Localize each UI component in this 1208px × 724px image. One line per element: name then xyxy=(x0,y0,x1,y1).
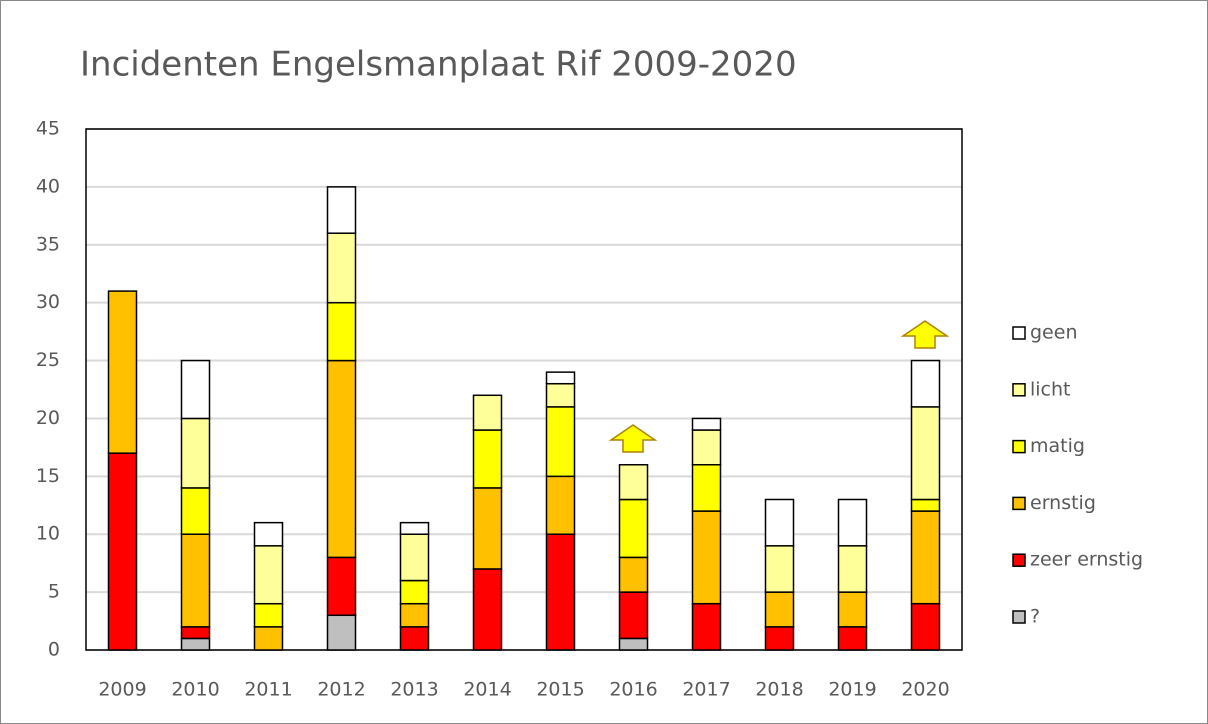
bar-segment xyxy=(545,371,576,385)
bar-segment xyxy=(837,545,868,593)
bar-segment xyxy=(399,602,430,628)
bar-segment xyxy=(399,626,430,651)
bar-segment xyxy=(326,359,357,559)
bar-segment xyxy=(764,591,795,628)
bar-segment xyxy=(253,602,284,628)
bar-segment xyxy=(180,417,211,489)
bar-segment xyxy=(618,556,649,593)
y-tick-label: 5 xyxy=(48,581,60,603)
bar-segment xyxy=(253,521,284,547)
bar-segment xyxy=(180,487,211,535)
bar-segment xyxy=(691,602,722,651)
bar-segment xyxy=(472,487,503,570)
bar-segment xyxy=(545,533,576,651)
bar-segment xyxy=(764,545,795,593)
bar-segment xyxy=(837,591,868,628)
bar-segment xyxy=(472,429,503,489)
bar-segment xyxy=(910,498,941,512)
legend-swatch xyxy=(1012,383,1026,397)
bar-segment xyxy=(545,406,576,478)
x-tick-label: 2020 xyxy=(901,679,949,701)
legend-swatch xyxy=(1012,553,1026,567)
bar-segment xyxy=(764,626,795,651)
bar-segment xyxy=(618,498,649,559)
y-tick-label: 35 xyxy=(36,233,60,255)
bar-segment xyxy=(399,533,430,582)
bar-segment xyxy=(910,406,941,501)
bar-segment xyxy=(545,382,576,408)
bar-segment xyxy=(472,568,503,651)
arrow xyxy=(900,320,950,349)
bar-segment xyxy=(399,579,430,605)
y-tick-label: 40 xyxy=(36,175,60,197)
bar-segment xyxy=(107,452,138,651)
y-tick-label: 30 xyxy=(36,291,60,313)
bar-segment xyxy=(326,614,357,651)
y-tick-label: 20 xyxy=(36,407,60,429)
x-tick-label: 2013 xyxy=(390,679,438,701)
y-tick-label: 10 xyxy=(36,523,60,545)
bar-segment xyxy=(180,626,211,640)
bar-segment xyxy=(764,498,795,547)
x-tick-label: 2019 xyxy=(828,679,876,701)
x-tick-label: 2017 xyxy=(682,679,730,701)
legend-label: geen xyxy=(1030,322,1077,344)
y-tick-label: 0 xyxy=(48,639,60,661)
legend-label: ? xyxy=(1030,606,1040,628)
y-tick-label: 45 xyxy=(36,118,60,140)
bar-segment xyxy=(180,533,211,628)
bar-segment xyxy=(253,545,284,605)
y-tick-label: 25 xyxy=(36,349,60,371)
x-tick-label: 2009 xyxy=(98,679,146,701)
bar-segment xyxy=(691,429,722,466)
legend-label: ernstig xyxy=(1030,492,1096,514)
bar-segment xyxy=(691,417,722,431)
bar-segment xyxy=(107,290,138,454)
x-tick-label: 2010 xyxy=(171,679,219,701)
legend-label: licht xyxy=(1030,378,1071,400)
bar-segment xyxy=(691,510,722,605)
bar-segment xyxy=(326,556,357,617)
arrow xyxy=(608,424,658,453)
legend-swatch xyxy=(1012,496,1026,511)
y-tick-label: 15 xyxy=(36,465,60,487)
bar-segment xyxy=(253,626,284,651)
bar-segment xyxy=(910,359,941,408)
plot-border xyxy=(85,128,963,651)
bar-segment xyxy=(618,637,649,651)
x-tick-label: 2012 xyxy=(317,679,365,701)
bar-segment xyxy=(326,232,357,304)
bar-segment xyxy=(837,498,868,547)
x-tick-label: 2011 xyxy=(244,679,292,701)
chart-title: Incidenten Engelsmanplaat Rif 2009-2020 xyxy=(80,45,797,85)
bar-segment xyxy=(837,626,868,651)
bar-segment xyxy=(399,521,430,535)
bar-segment xyxy=(691,464,722,512)
legend-label: matig xyxy=(1030,435,1085,457)
x-tick-label: 2018 xyxy=(755,679,803,701)
bar-segment xyxy=(618,464,649,501)
bar-segment xyxy=(545,475,576,535)
bar-segment xyxy=(326,186,357,234)
x-tick-label: 2016 xyxy=(609,679,657,701)
x-tick-label: 2014 xyxy=(463,679,511,701)
bar-segment xyxy=(910,602,941,651)
x-tick-label: 2015 xyxy=(536,679,584,701)
bar-segment xyxy=(910,510,941,605)
legend-label: zeer ernstig xyxy=(1030,549,1143,571)
legend-swatch xyxy=(1012,326,1026,340)
bar-segment xyxy=(618,591,649,640)
bar-segment xyxy=(472,394,503,431)
bar-segment xyxy=(180,637,211,651)
legend-swatch xyxy=(1012,439,1026,454)
bar-segment xyxy=(326,301,357,362)
bar-segment xyxy=(180,359,211,420)
legend-swatch xyxy=(1012,610,1026,624)
